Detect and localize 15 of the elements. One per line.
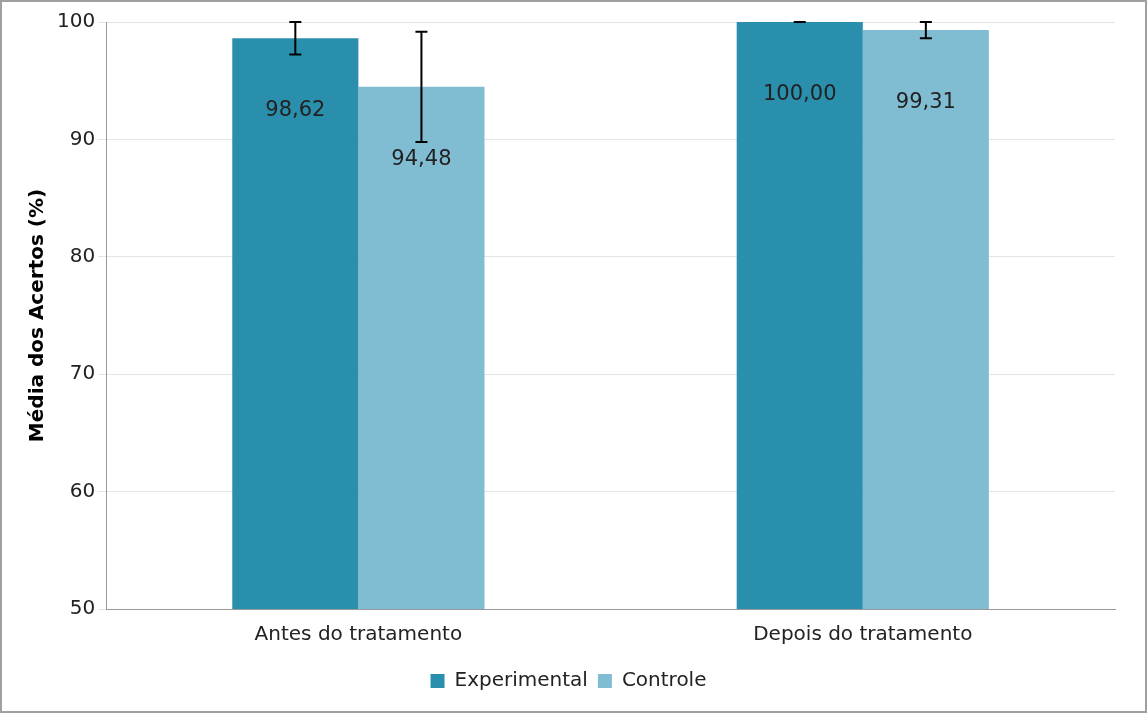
data-label: 100,00	[763, 80, 837, 105]
x-tick-label: Antes do tratamento	[254, 621, 463, 646]
data-label: 94,48	[391, 145, 452, 170]
y-tick-label: 50	[69, 595, 96, 620]
y-tick-label: 70	[69, 360, 96, 385]
y-tick-label: 60	[69, 477, 96, 502]
x-tick-label: Depois do tratamento	[753, 621, 973, 646]
y-tick-label: 90	[69, 125, 96, 150]
y-axis-title: Média dos Acertos (%)	[24, 188, 49, 443]
y-tick-label: 100	[56, 8, 96, 33]
legend-label: Controle	[621, 667, 707, 692]
y-tick-label: 80	[69, 243, 96, 267]
legend-label: Experimental	[454, 667, 588, 692]
data-label: 98,62	[265, 97, 326, 122]
data-label: 99,31	[895, 89, 956, 114]
